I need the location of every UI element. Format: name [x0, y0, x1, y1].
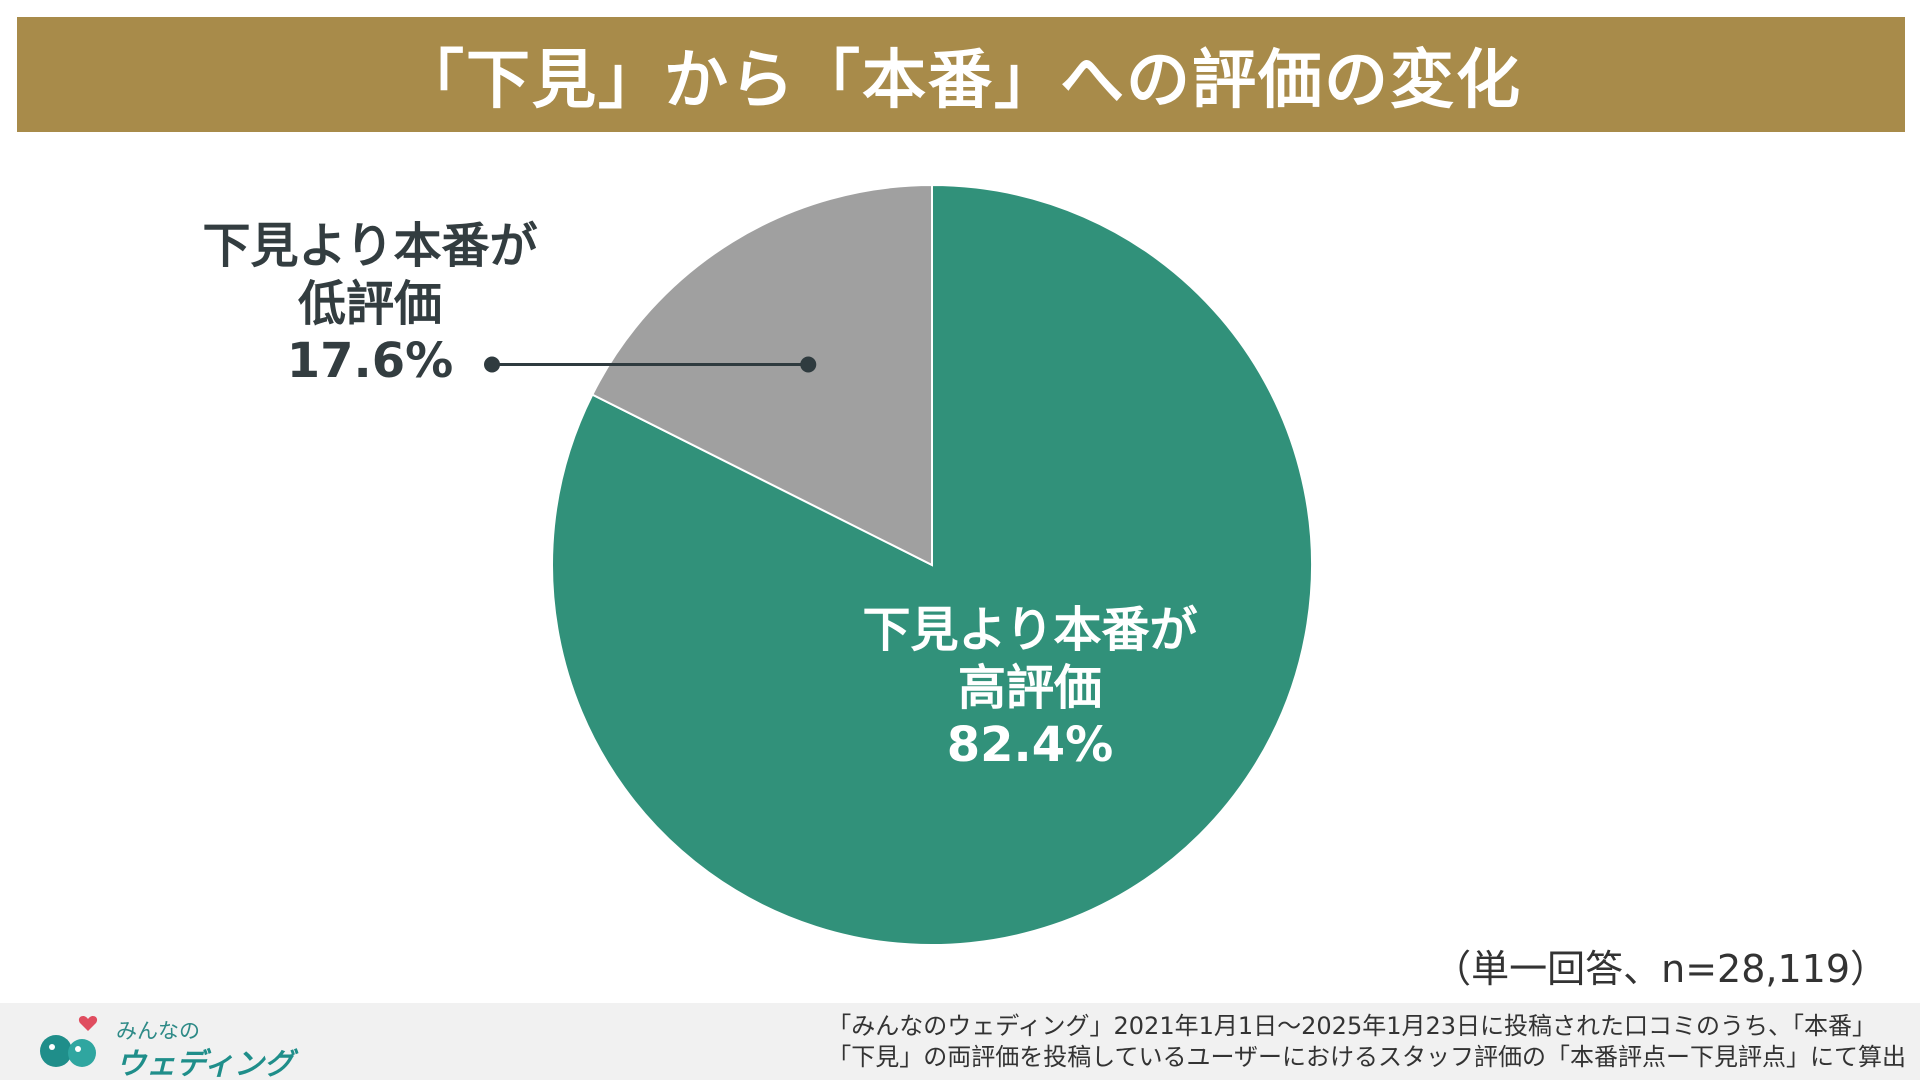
- slice-label-line2: 高評価: [957, 659, 1102, 716]
- pie-slice-high: [551, 183, 1313, 946]
- logo-text-top: みんなの: [116, 1019, 200, 1043]
- source-note: 「みんなのウェディング」2021年1月1日〜2025年1月23日に投稿された口コ…: [827, 1011, 1906, 1073]
- slice-value-label: 17.6%: [286, 333, 454, 390]
- slice-label-line2: 低評価: [297, 275, 442, 332]
- source-line-1: 「みんなのウェディング」2021年1月1日〜2025年1月23日に投稿された口コ…: [827, 1012, 1877, 1040]
- birds-logo-icon: [40, 1016, 98, 1067]
- chart-title: 「下見」から「本番」への評価の変化: [400, 43, 1522, 118]
- brand-logo: みんなの ウェディング: [36, 1013, 306, 1082]
- pie-slice-low: [590, 183, 933, 567]
- slice-label-high: 下見より本番が 高評価 82.4%: [820, 602, 1240, 775]
- leader-dot: [484, 356, 500, 373]
- footer: みんなの ウェディング 「みんなのウェディング」2021年1月1日〜2025年1…: [0, 1003, 1920, 1082]
- slice-value-label: 82.4%: [946, 717, 1114, 774]
- pie-chart: [484, 183, 1313, 946]
- source-line-2: 「下見」の両評価を投稿しているユーザーにおけるスタッフ評価の「本番評点ー下見評点…: [827, 1043, 1906, 1071]
- logo-text-bottom: ウェディング: [116, 1047, 294, 1082]
- title-bar: 「下見」から「本番」への評価の変化: [17, 17, 1905, 132]
- slice-label-line1: 下見より本番が: [202, 218, 538, 274]
- sample-note: （単一回答、n=28,119）: [1433, 947, 1888, 991]
- leader-dot: [800, 356, 817, 373]
- slice-label-line1: 下見より本番が: [862, 602, 1198, 658]
- slice-label-low: 下見より本番が 低評価 17.6%: [160, 218, 580, 391]
